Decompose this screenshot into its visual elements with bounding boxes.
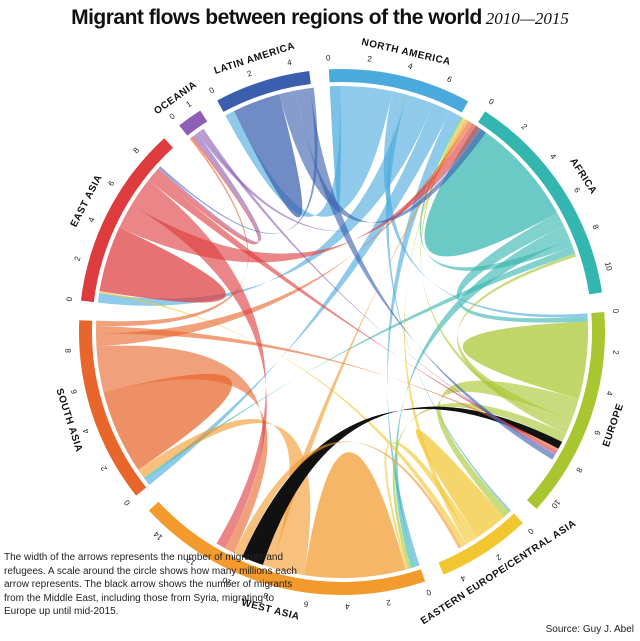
tick-label-north-america-2: 2 xyxy=(367,54,373,63)
tick-label-west-asia-6: 6 xyxy=(303,599,309,609)
flow-north-america-to-latin-america xyxy=(225,86,393,217)
region-label-south-asia: SOUTH ASIA xyxy=(53,387,84,453)
region-label-north-america: NORTH AMERICA xyxy=(360,37,451,68)
flow-east-asia-to-west-asia xyxy=(131,180,267,549)
tick-label-south-asia-4: 4 xyxy=(81,427,91,435)
region-arc-north-america xyxy=(328,69,469,113)
region-label-latin-america: LATIN AMERICA xyxy=(213,41,297,77)
tick-label-east-asia-6: 6 xyxy=(106,179,116,188)
tick-label-west-asia-2: 2 xyxy=(385,598,391,608)
tick-label-africa-6: 6 xyxy=(572,186,582,195)
flow-eastern-europe-central-asia-to-eastern-europe-central-asia xyxy=(415,429,504,538)
flow-west-asia-to-eastern-europe-central-asia xyxy=(233,441,462,557)
tick-label-north-america-6: 6 xyxy=(446,75,454,85)
tick-label-europe-4: 4 xyxy=(604,390,614,397)
tick-label-south-asia-8: 8 xyxy=(64,348,73,354)
flow-east-asia-to-oceania xyxy=(154,136,260,245)
flow-north-america-to-east-asia xyxy=(97,94,434,306)
region-arc-west-asia xyxy=(148,501,426,595)
source-credit: Source: Guy J. Abel xyxy=(545,624,634,635)
region-arc-east-asia xyxy=(80,138,173,303)
tick-label-europe-6: 6 xyxy=(592,429,602,437)
tick-label-oceania-0: 0 xyxy=(168,111,177,121)
flow-west-asia-to-north-america xyxy=(262,119,469,568)
tick-label-east-asia-2: 2 xyxy=(73,255,83,262)
tick-label-eastern-europe-central-asia-0: 0 xyxy=(526,526,536,536)
chart-title: Migrant flows between regions of the wor… xyxy=(0,6,640,30)
tick-label-africa-4: 4 xyxy=(548,152,558,162)
tick-label-west-asia-14: 14 xyxy=(151,529,164,542)
region-label-oceania: OCEANIA xyxy=(152,79,199,117)
chart-title-main: Migrant flows between regions of the wor… xyxy=(71,6,482,29)
region-arc-oceania xyxy=(179,110,208,136)
tick-label-europe-10: 10 xyxy=(549,498,562,511)
flow-europe-to-europe xyxy=(462,321,588,399)
tick-label-latin-america-2: 2 xyxy=(246,68,254,78)
tick-label-europe-2: 2 xyxy=(611,350,620,356)
flow-north-america-to-south-asia xyxy=(145,103,451,485)
tick-label-south-asia-0: 0 xyxy=(122,498,132,508)
tick-label-africa-0: 0 xyxy=(487,97,496,107)
flow-west-asia-to-south-asia xyxy=(138,418,311,576)
flow-south-asia-to-south-asia xyxy=(103,373,233,470)
region-arc-africa xyxy=(478,111,602,295)
tick-label-south-asia-6: 6 xyxy=(69,388,79,395)
tick-label-africa-8: 8 xyxy=(591,223,601,231)
flow-south-asia-to-west-asia xyxy=(96,345,268,553)
tick-label-west-asia-0: 0 xyxy=(425,587,433,597)
tick-label-europe-8: 8 xyxy=(574,466,584,475)
region-arc-eastern-europe-central-asia xyxy=(438,513,523,575)
flow-eastern-europe-central-asia-to-north-america xyxy=(404,118,472,545)
region-label-europe: EUROPE xyxy=(601,402,626,448)
region-scales: 0 246024681002468100240246810121402468024… xyxy=(64,53,621,611)
tick-label-north-america-0: 0 xyxy=(326,53,331,62)
flow-latin-america-to-north-america xyxy=(279,90,486,223)
flow-west-asia-to-west-asia xyxy=(304,452,406,578)
chart-title-years: 2010—2015 xyxy=(485,9,569,28)
region-arc-south-asia xyxy=(78,320,147,496)
tick-label-africa-2: 2 xyxy=(520,122,530,132)
tick-label-east-asia-0: 0 xyxy=(65,296,75,302)
chord-ribbons xyxy=(95,86,588,578)
tick-label-latin-america-4: 4 xyxy=(286,58,293,68)
flow-europe-to-north-america xyxy=(420,117,569,434)
flow-east-asia-to-east-asia xyxy=(99,227,226,303)
tick-label-east-asia-4: 4 xyxy=(87,215,97,223)
tick-label-eastern-europe-central-asia-4: 4 xyxy=(458,573,466,583)
flow-latin-america-to-latin-america xyxy=(234,94,303,218)
tick-label-latin-america-0: 0 xyxy=(208,85,217,95)
tick-label-east-asia-8: 8 xyxy=(131,145,141,155)
region-arc-latin-america xyxy=(217,71,311,112)
tick-label-north-america-4: 4 xyxy=(407,61,414,71)
tick-label-europe-0: 0 xyxy=(611,309,620,315)
region-arc-europe xyxy=(526,311,605,509)
flow-oceania-to-north-america xyxy=(197,128,482,232)
region-arcs xyxy=(78,69,605,595)
tick-label-oceania-1: 1 xyxy=(185,99,194,109)
tick-label-west-asia-4: 4 xyxy=(345,602,350,611)
explanatory-note: The width of the arrows represents the n… xyxy=(4,552,297,618)
tick-label-west-asia-8: 8 xyxy=(262,590,269,600)
flow-oceania-to-east-asia xyxy=(157,133,262,244)
tick-label-west-asia-10: 10 xyxy=(221,575,233,587)
tick-label-africa-10: 10 xyxy=(603,261,614,272)
tick-label-south-asia-2: 2 xyxy=(99,464,109,473)
tick-label-eastern-europe-central-asia-2: 2 xyxy=(494,552,503,562)
